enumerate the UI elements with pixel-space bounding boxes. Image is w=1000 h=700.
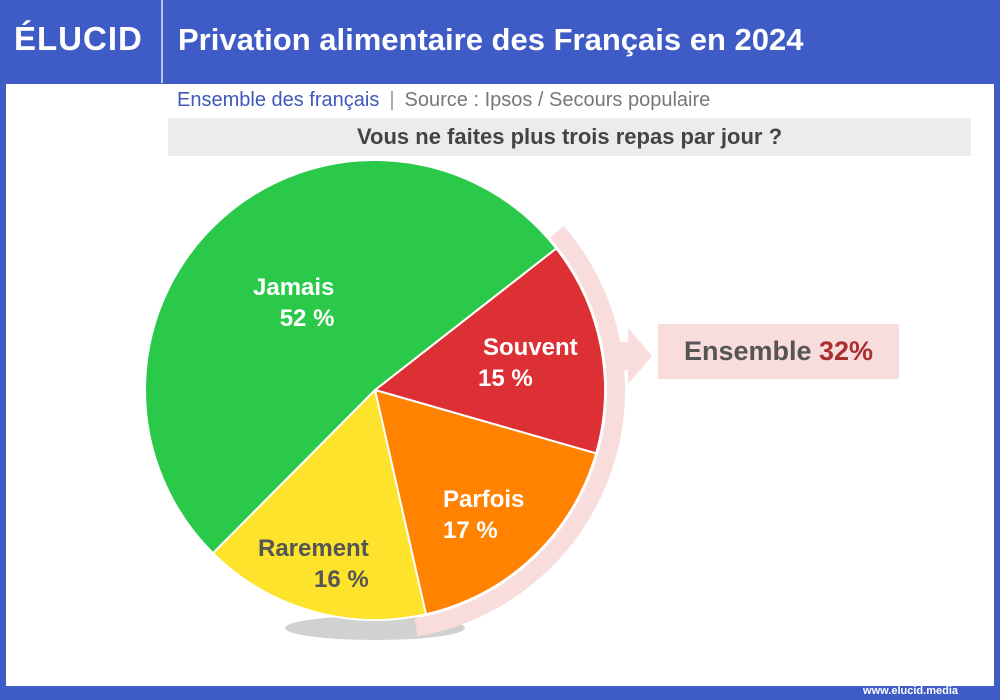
- elucid-logo: ÉLUCID: [14, 20, 143, 57]
- subtitle-separator: |: [389, 89, 395, 111]
- page-title: Privation alimentaire des Français en 20…: [178, 22, 804, 57]
- highlight-ring: [414, 225, 625, 637]
- label-rarement: Rarement 16 %: [258, 535, 369, 593]
- pie-slice-jamais: [144, 159, 558, 555]
- pie-slice-parfois: [373, 388, 598, 616]
- ensemble-callout: Ensemble 32%: [658, 324, 899, 379]
- chart-title: Vous ne faites plus trois repas par jour…: [168, 118, 971, 156]
- source-label: Source : Ipsos / Secours populaire: [404, 89, 711, 111]
- header-divider: [161, 0, 163, 83]
- label-souvent: Souvent 15 %: [478, 334, 578, 392]
- label-jamais: Jamais 52 %: [253, 274, 335, 332]
- pie-slice-rarement: [211, 388, 428, 621]
- footer-url: www.elucid.media: [863, 685, 958, 697]
- population-label: Ensemble des français: [177, 89, 380, 111]
- label-parfois: Parfois 17 %: [443, 486, 525, 544]
- subtitle: Ensemble des français | Source : Ipsos / S…: [177, 89, 710, 112]
- arrow-icon: [608, 328, 652, 384]
- pie-slice-souvent: [372, 246, 606, 455]
